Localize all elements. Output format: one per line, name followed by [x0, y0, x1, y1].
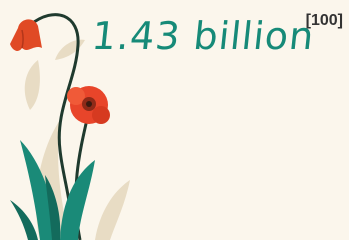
flower-center — [86, 101, 92, 107]
reference[interactable]: [100] — [306, 12, 343, 30]
headline: 1.43 billion — [90, 14, 317, 58]
leaf — [10, 200, 38, 240]
flower — [92, 106, 110, 124]
leaf — [55, 40, 85, 60]
leaf — [95, 180, 130, 240]
flower — [10, 19, 42, 51]
page: 1.43 billion [100] — [0, 0, 349, 240]
leaf — [25, 60, 40, 110]
